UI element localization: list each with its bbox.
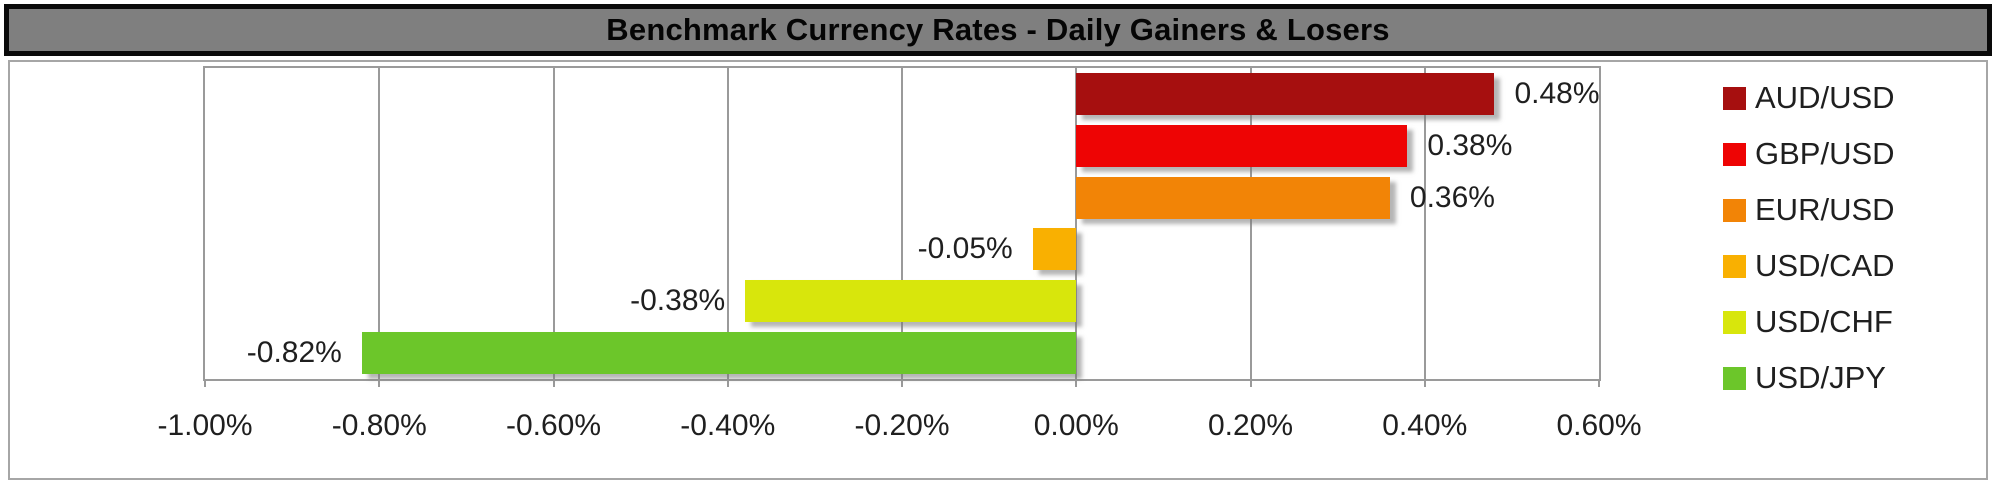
bar-value-label: 0.36% <box>1409 180 1495 214</box>
x-tick-label: -1.00% <box>157 409 253 442</box>
x-tick-mark <box>1598 379 1600 387</box>
legend-item-usd-cad: USD/CAD <box>1723 248 1895 283</box>
plot-area: -1.00% -0.80% -0.60% -0.40% -0.20% 0.00% 0.20%… <box>157 66 1642 442</box>
bar-value-label: 0.48% <box>1514 76 1600 110</box>
bar-value-label: -0.05% <box>917 232 1013 266</box>
chart-title-bar: Benchmark Currency Rates - Daily Gainers… <box>4 4 1992 56</box>
legend-swatch <box>1723 142 1746 166</box>
legend-swatch <box>1723 254 1746 278</box>
gridline <box>552 68 555 379</box>
gridline <box>726 68 729 379</box>
bar-usd-jpy <box>361 332 1077 375</box>
x-tick-label: 0.00% <box>1033 409 1119 442</box>
x-tick-mark <box>378 379 381 387</box>
gridline <box>901 68 903 379</box>
x-tick-label: -0.60% <box>505 409 602 442</box>
legend-label: GBP/USD <box>1755 136 1895 171</box>
bar-value-label: -0.38% <box>630 284 726 318</box>
legend-item-eur-usd: EUR/USD <box>1723 192 1895 227</box>
x-tick-mark <box>1075 379 1078 387</box>
bar-usd-cad <box>1032 228 1077 271</box>
x-tick-mark <box>204 379 206 387</box>
x-tick-label: 0.40% <box>1382 409 1468 442</box>
x-tick-mark <box>552 379 555 387</box>
legend-swatch <box>1723 198 1746 222</box>
bar-value-label: -0.82% <box>246 336 342 370</box>
bar-usd-chf <box>745 280 1077 323</box>
gridline <box>378 68 381 379</box>
gridline <box>1249 68 1252 379</box>
x-tick-label: -0.40% <box>680 409 776 442</box>
legend-swatch <box>1723 366 1746 390</box>
legend-item-gbp-usd: GBP/USD <box>1723 136 1895 171</box>
chart-title: Benchmark Currency Rates - Daily Gainers… <box>606 12 1390 47</box>
x-tick-label: 0.20% <box>1207 409 1294 442</box>
legend-label: AUD/USD <box>1755 80 1895 115</box>
gridline <box>1423 68 1426 379</box>
bar-value-label: 0.38% <box>1427 128 1513 162</box>
x-tick-mark <box>1423 379 1426 387</box>
x-tick-label: -0.20% <box>854 409 950 442</box>
gridline <box>1075 68 1078 379</box>
x-tick-label: 0.60% <box>1556 409 1642 442</box>
x-tick-label: -0.80% <box>331 409 427 442</box>
legend-label: USD/CAD <box>1755 248 1895 283</box>
x-tick-mark <box>726 379 729 387</box>
legend-label: USD/JPY <box>1755 360 1886 395</box>
bar-gbp-usd <box>1076 124 1408 167</box>
x-tick-mark <box>1249 379 1252 387</box>
legend-item-aud-usd: AUD/USD <box>1723 80 1895 115</box>
legend-swatch <box>1723 86 1746 110</box>
bar-aud-usd <box>1076 72 1495 115</box>
bar-eur-usd <box>1076 176 1390 219</box>
legend-label: EUR/USD <box>1755 192 1895 227</box>
legend-swatch <box>1723 310 1746 334</box>
x-tick-mark <box>901 379 903 387</box>
legend-label: USD/CHF <box>1755 304 1893 339</box>
legend-item-usd-jpy: USD/JPY <box>1723 360 1886 395</box>
legend-item-usd-chf: USD/CHF <box>1723 304 1893 339</box>
